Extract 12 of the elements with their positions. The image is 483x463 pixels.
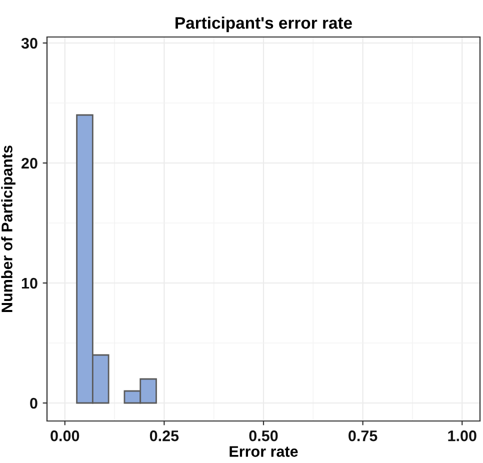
x-tick-label: 1.00: [448, 430, 476, 442]
y-axis-title: Number of Participants: [1, 146, 16, 312]
chart-title: Participant's error rate: [176, 16, 352, 32]
x-tick-label: 0.75: [348, 430, 378, 442]
x-tick-label: 0.25: [150, 430, 179, 442]
x-tick-label: 0.00: [50, 430, 80, 442]
x-axis-title: Error rate: [230, 446, 298, 457]
y-tick-label: 20: [22, 158, 38, 169]
y-tick-label: 0: [30, 398, 38, 409]
y-tick-label: 10: [22, 278, 38, 289]
x-tick-label: 0.50: [249, 430, 278, 442]
y-tick-label: 30: [21, 38, 38, 49]
